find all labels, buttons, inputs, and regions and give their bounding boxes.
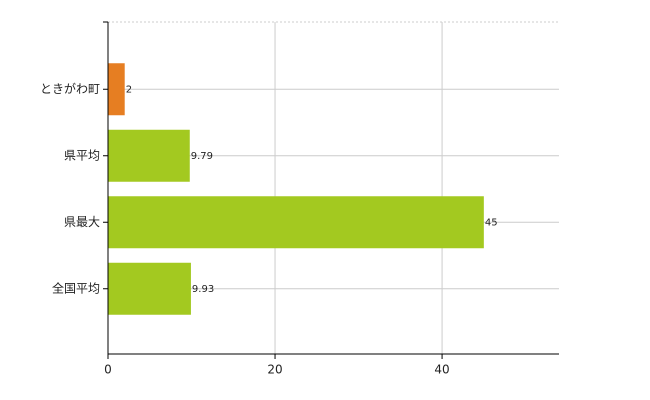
bar [108, 262, 191, 315]
bar [108, 63, 125, 116]
y-tick-label: 全国平均 [52, 280, 100, 295]
bar [108, 129, 190, 182]
y-tick-label: 県平均 [64, 148, 100, 162]
x-tick-label: 20 [267, 363, 282, 377]
value-label: 45 [485, 217, 498, 228]
y-tick-label: 県最大 [64, 215, 100, 229]
x-tick-label: 40 [434, 363, 449, 377]
value-label: 9.93 [192, 284, 214, 295]
value-label: 9.79 [191, 151, 213, 162]
x-tick-label: 0 [104, 363, 112, 377]
y-tick-label: ときがわ町 [40, 81, 100, 96]
bar [108, 196, 484, 249]
value-label: 2 [126, 84, 132, 95]
